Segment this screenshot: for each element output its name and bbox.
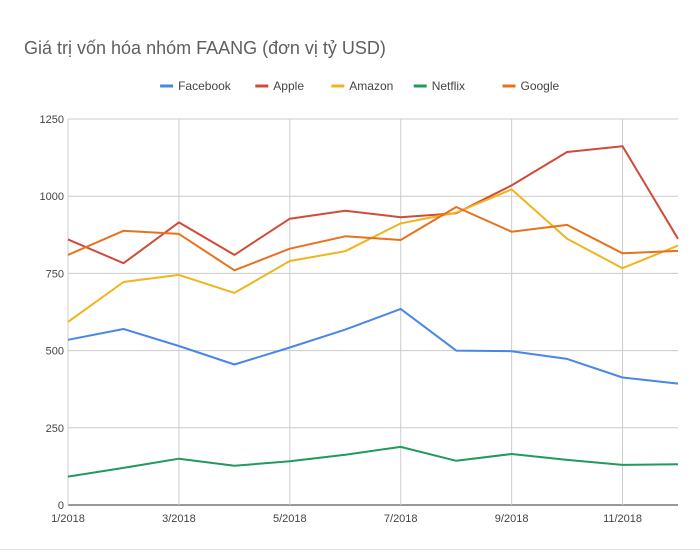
legend: Facebook Apple Amazon Netflix Google bbox=[160, 79, 560, 93]
y-tick-label: 750 bbox=[46, 268, 64, 280]
x-axis-ticks: 1/2018 3/2018 5/2018 7/2018 9/2018 11/2018 bbox=[51, 513, 642, 525]
y-tick-label: 1000 bbox=[40, 191, 64, 203]
series-line-apple bbox=[67, 145, 679, 265]
y-tick-label: 250 bbox=[46, 423, 64, 435]
legend-label-facebook: Facebook bbox=[178, 79, 232, 93]
y-tick-label: 500 bbox=[46, 346, 64, 358]
legend-label-apple: Apple bbox=[273, 79, 304, 93]
series-line-netflix bbox=[67, 445, 679, 478]
legend-label-amazon: Amazon bbox=[349, 79, 393, 93]
x-tick-label: 5/2018 bbox=[273, 513, 307, 525]
x-tick-label: 7/2018 bbox=[384, 513, 418, 525]
legend-label-netflix: Netflix bbox=[432, 79, 465, 93]
x-tick-label: 9/2018 bbox=[495, 513, 529, 525]
x-tick-label: 11/2018 bbox=[603, 513, 642, 525]
y-tick-label: 0 bbox=[58, 500, 64, 512]
x-tick-label: 1/2018 bbox=[51, 513, 85, 525]
series-line-amazon bbox=[67, 188, 679, 323]
series-line-google bbox=[67, 206, 679, 272]
series-line-facebook bbox=[67, 307, 679, 385]
series-lines bbox=[67, 145, 679, 478]
y-tick-label: 1250 bbox=[40, 114, 64, 126]
y-axis-ticks: 0 250 500 750 1000 1250 bbox=[40, 114, 64, 512]
x-tick-label: 3/2018 bbox=[162, 513, 196, 525]
chart-title: Giá trị vốn hóa nhóm FAANG (đơn vị tỷ US… bbox=[24, 38, 386, 58]
grid-lines bbox=[67, 118, 678, 506]
legend-label-google: Google bbox=[521, 79, 560, 93]
divider bbox=[0, 549, 700, 550]
